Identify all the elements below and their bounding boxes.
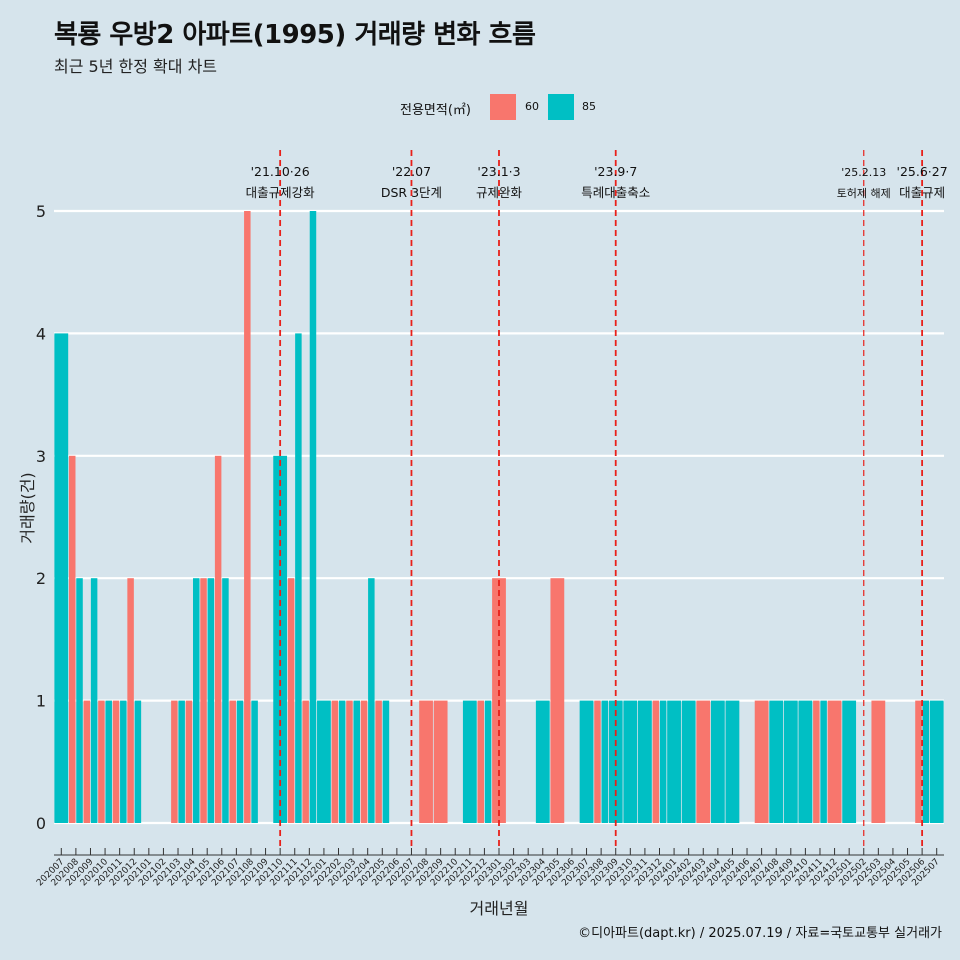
event-name-label: 토허제 해제 bbox=[837, 186, 891, 200]
bar-202103-85 bbox=[178, 700, 185, 823]
y-axis-title: 거래량(건) bbox=[18, 472, 37, 543]
bar-202506-60 bbox=[915, 700, 922, 823]
event-date-label: '25.6·27 bbox=[897, 164, 948, 179]
event-name-label: 규제완화 bbox=[476, 185, 523, 200]
bar-202108-60 bbox=[244, 211, 251, 823]
bar-202203-85 bbox=[353, 700, 360, 823]
bar-202305-60 bbox=[550, 578, 565, 823]
bar-202108-85 bbox=[251, 700, 258, 823]
bar-202010-60 bbox=[98, 700, 105, 823]
bar-202204-60 bbox=[360, 700, 368, 823]
event-date-label: '25.2.13 bbox=[841, 166, 886, 179]
bar-202407-60 bbox=[754, 700, 769, 823]
bar-202205-85 bbox=[382, 700, 390, 823]
legend-key-85 bbox=[548, 94, 574, 120]
chart-title: 복룡 우방2 아파트(1995) 거래량 변화 흐름 bbox=[54, 20, 536, 50]
bar-202011-85 bbox=[120, 700, 127, 823]
bar-202010-85 bbox=[105, 700, 112, 823]
legend-key-60 bbox=[490, 94, 516, 120]
legend-title: 전용면적(㎡) bbox=[400, 103, 471, 118]
bar-202008-60 bbox=[68, 455, 76, 823]
bar-202304-85 bbox=[535, 700, 550, 823]
bar-202412-60 bbox=[827, 700, 842, 823]
bar-202307-85 bbox=[579, 700, 594, 823]
bar-202110-85 bbox=[273, 455, 288, 823]
bar-202107-85 bbox=[236, 700, 244, 823]
bar-202411-60 bbox=[813, 700, 820, 823]
bar-202212-85 bbox=[484, 700, 492, 823]
event-date-label: '22.07 bbox=[392, 164, 431, 179]
y-tick-label: 2 bbox=[36, 569, 46, 588]
bar-202104-60 bbox=[185, 700, 193, 823]
bar-202408-85 bbox=[769, 700, 784, 823]
event-name-label: 특례대출축소 bbox=[581, 185, 650, 200]
bar-202507-85 bbox=[929, 700, 944, 823]
bar-202106-60 bbox=[214, 455, 222, 823]
bar-202203-60 bbox=[346, 700, 353, 823]
bar-202105-85 bbox=[207, 578, 215, 823]
event-date-label: '23.1·3 bbox=[477, 164, 520, 179]
bar-202209-60 bbox=[433, 700, 448, 823]
bar-202009-60 bbox=[83, 700, 91, 823]
legend: 전용면적(㎡) 60 85 bbox=[0, 94, 960, 122]
event-name-label: DSR 3단계 bbox=[381, 185, 442, 200]
bar-202111-85 bbox=[295, 333, 302, 823]
bar-202402-85 bbox=[681, 700, 696, 823]
bar-202107-60 bbox=[229, 700, 236, 823]
event-name-label: 대출규제 bbox=[899, 185, 945, 200]
bar-202011-60 bbox=[112, 700, 120, 823]
bar-202112-85 bbox=[309, 211, 317, 823]
bar-202208-60 bbox=[419, 700, 433, 823]
bar-202310-85 bbox=[623, 700, 638, 823]
bar-202009-85 bbox=[90, 578, 98, 823]
bar-202212-60 bbox=[477, 700, 485, 823]
bar-202104-85 bbox=[193, 578, 200, 823]
legend-label-85: 85 bbox=[582, 100, 596, 113]
bar-202404-85 bbox=[710, 700, 725, 823]
bar-202112-60 bbox=[302, 700, 309, 823]
bar-202008-85 bbox=[76, 578, 83, 823]
bar-202401-85 bbox=[667, 700, 681, 823]
bar-202007-85 bbox=[54, 333, 69, 823]
bar-202506-85 bbox=[922, 700, 930, 823]
bar-202201-85 bbox=[317, 700, 331, 823]
bar-202202-85 bbox=[338, 700, 346, 823]
y-tick-label: 1 bbox=[36, 692, 46, 711]
bar-202211-85 bbox=[462, 700, 477, 823]
y-tick-label: 3 bbox=[36, 447, 46, 466]
chart-subtitle: 최근 5년 한정 확대 차트 bbox=[54, 57, 218, 76]
bar-202405-85 bbox=[725, 700, 740, 823]
y-tick-label: 5 bbox=[36, 202, 46, 221]
y-tick-label: 0 bbox=[36, 814, 46, 833]
bar-202409-85 bbox=[783, 700, 798, 823]
bar-202312-60 bbox=[652, 700, 660, 823]
bar-202012-60 bbox=[127, 578, 134, 823]
bar-202308-85 bbox=[601, 700, 609, 823]
bar-202312-85 bbox=[659, 700, 667, 823]
source-caption: ©디아파트(dapt.kr) / 2025.07.19 / 자료=국토교통부 실… bbox=[578, 926, 942, 941]
event-date-label: '23.9·7 bbox=[594, 164, 637, 179]
bar-202311-85 bbox=[638, 700, 652, 823]
legend-label-60: 60 bbox=[525, 100, 539, 113]
bar-202403-60 bbox=[696, 700, 711, 823]
x-axis-title: 거래년월 bbox=[470, 899, 529, 918]
bar-202503-60 bbox=[871, 700, 886, 823]
bar-202202-60 bbox=[331, 700, 339, 823]
bar-202012-85 bbox=[134, 700, 142, 823]
bar-202411-85 bbox=[820, 700, 827, 823]
bar-202111-60 bbox=[287, 578, 295, 823]
bar-202205-60 bbox=[375, 700, 382, 823]
bar-202501-85 bbox=[842, 700, 857, 823]
bar-202103-60 bbox=[171, 700, 178, 823]
event-name-label: 대출규제강화 bbox=[246, 185, 316, 200]
bar-202106-85 bbox=[222, 578, 229, 823]
bar-202410-85 bbox=[798, 700, 813, 823]
y-tick-label: 4 bbox=[36, 324, 46, 343]
bar-202308-60 bbox=[594, 700, 601, 823]
bar-202204-85 bbox=[368, 578, 375, 823]
bar-202105-60 bbox=[200, 578, 207, 823]
event-date-label: '21.10·26 bbox=[251, 164, 310, 179]
